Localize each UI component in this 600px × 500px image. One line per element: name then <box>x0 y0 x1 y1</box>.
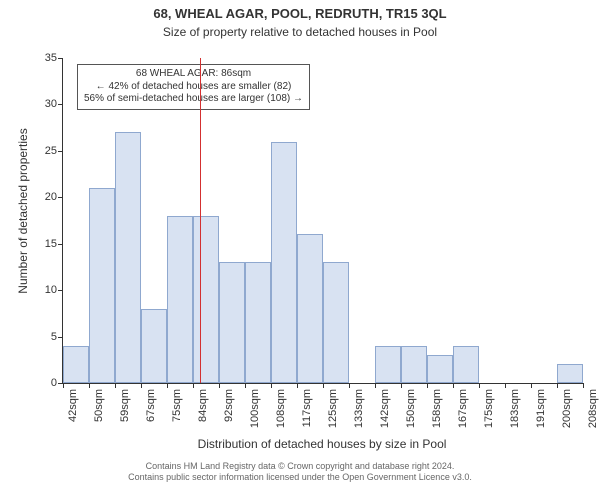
x-tick-mark <box>453 383 454 388</box>
x-tick-mark <box>219 383 220 388</box>
x-tick-label: 108sqm <box>275 389 287 428</box>
y-tick-mark <box>58 290 63 291</box>
x-tick-label: 142sqm <box>379 389 391 428</box>
x-tick-label: 117sqm <box>301 389 313 427</box>
histogram-bar <box>245 262 271 383</box>
x-tick-mark <box>349 383 350 388</box>
x-tick-label: 158sqm <box>431 389 443 428</box>
chart-title-address: 68, WHEAL AGAR, POOL, REDRUTH, TR15 3QL <box>0 6 600 21</box>
x-tick-mark <box>141 383 142 388</box>
histogram-bar <box>323 262 349 383</box>
x-tick-label: 84sqm <box>197 389 209 422</box>
chart-container: 68, WHEAL AGAR, POOL, REDRUTH, TR15 3QL … <box>0 0 600 500</box>
histogram-bar <box>453 346 479 383</box>
histogram-bar <box>271 142 297 383</box>
x-tick-mark <box>557 383 558 388</box>
y-tick-label: 25 <box>45 145 57 157</box>
histogram-bar <box>375 346 401 383</box>
y-tick-mark <box>58 151 63 152</box>
x-tick-label: 175sqm <box>483 389 495 428</box>
annotation-line-3: 56% of semi-detached houses are larger (… <box>84 93 303 106</box>
x-tick-mark <box>479 383 480 388</box>
x-axis-label: Distribution of detached houses by size … <box>62 437 582 451</box>
x-tick-mark <box>323 383 324 388</box>
x-tick-mark <box>115 383 116 388</box>
y-tick-label: 30 <box>45 98 57 110</box>
x-tick-label: 42sqm <box>67 389 79 422</box>
histogram-bar <box>557 364 583 383</box>
x-tick-label: 150sqm <box>405 389 417 428</box>
histogram-bar <box>141 309 167 383</box>
histogram-bar <box>115 132 141 383</box>
x-tick-label: 50sqm <box>93 389 105 422</box>
x-tick-mark <box>375 383 376 388</box>
annotation-line-1: 68 WHEAL AGAR: 86sqm <box>84 68 303 81</box>
y-axis-label: Number of detached properties <box>16 111 30 311</box>
x-tick-label: 183sqm <box>509 389 521 428</box>
x-tick-mark <box>63 383 64 388</box>
histogram-bar <box>167 216 193 383</box>
histogram-bar <box>297 234 323 383</box>
x-tick-label: 133sqm <box>353 389 365 428</box>
histogram-bar <box>89 188 115 383</box>
x-tick-label: 125sqm <box>327 389 339 428</box>
histogram-bar <box>401 346 427 383</box>
x-tick-label: 67sqm <box>145 389 157 422</box>
plot-area: 68 WHEAL AGAR: 86sqm ← 42% of detached h… <box>62 58 583 384</box>
x-tick-label: 92sqm <box>223 389 235 422</box>
x-tick-label: 208sqm <box>587 389 599 428</box>
y-tick-mark <box>58 104 63 105</box>
footer-line-2: Contains public sector information licen… <box>128 472 472 482</box>
y-tick-label: 10 <box>45 284 57 296</box>
histogram-bar <box>427 355 453 383</box>
x-tick-mark <box>531 383 532 388</box>
x-tick-mark <box>271 383 272 388</box>
histogram-bar <box>219 262 245 383</box>
y-tick-mark <box>58 197 63 198</box>
y-tick-label: 5 <box>51 331 57 343</box>
x-tick-mark <box>505 383 506 388</box>
histogram-bar <box>193 216 219 383</box>
x-tick-mark <box>427 383 428 388</box>
x-tick-label: 200sqm <box>561 389 573 428</box>
x-tick-mark <box>193 383 194 388</box>
y-tick-label: 0 <box>51 377 57 389</box>
annotation-box: 68 WHEAL AGAR: 86sqm ← 42% of detached h… <box>77 64 310 110</box>
x-tick-label: 191sqm <box>535 389 547 428</box>
footer-line-1: Contains HM Land Registry data © Crown c… <box>146 461 455 471</box>
x-tick-label: 75sqm <box>171 389 183 422</box>
x-tick-label: 59sqm <box>119 389 131 422</box>
y-tick-label: 15 <box>45 238 57 250</box>
x-tick-label: 100sqm <box>249 389 261 428</box>
y-tick-label: 35 <box>45 52 57 64</box>
chart-title-subtitle: Size of property relative to detached ho… <box>0 25 600 39</box>
x-tick-mark <box>583 383 584 388</box>
y-tick-label: 20 <box>45 191 57 203</box>
x-tick-mark <box>245 383 246 388</box>
x-tick-label: 167sqm <box>457 389 469 428</box>
x-tick-mark <box>167 383 168 388</box>
x-tick-mark <box>401 383 402 388</box>
reference-line <box>200 58 201 383</box>
x-tick-mark <box>89 383 90 388</box>
y-tick-mark <box>58 58 63 59</box>
histogram-bar <box>63 346 89 383</box>
annotation-line-2: ← 42% of detached houses are smaller (82… <box>84 81 303 94</box>
x-tick-mark <box>297 383 298 388</box>
footer-attribution: Contains HM Land Registry data © Crown c… <box>0 461 600 483</box>
y-tick-mark <box>58 337 63 338</box>
y-tick-mark <box>58 244 63 245</box>
